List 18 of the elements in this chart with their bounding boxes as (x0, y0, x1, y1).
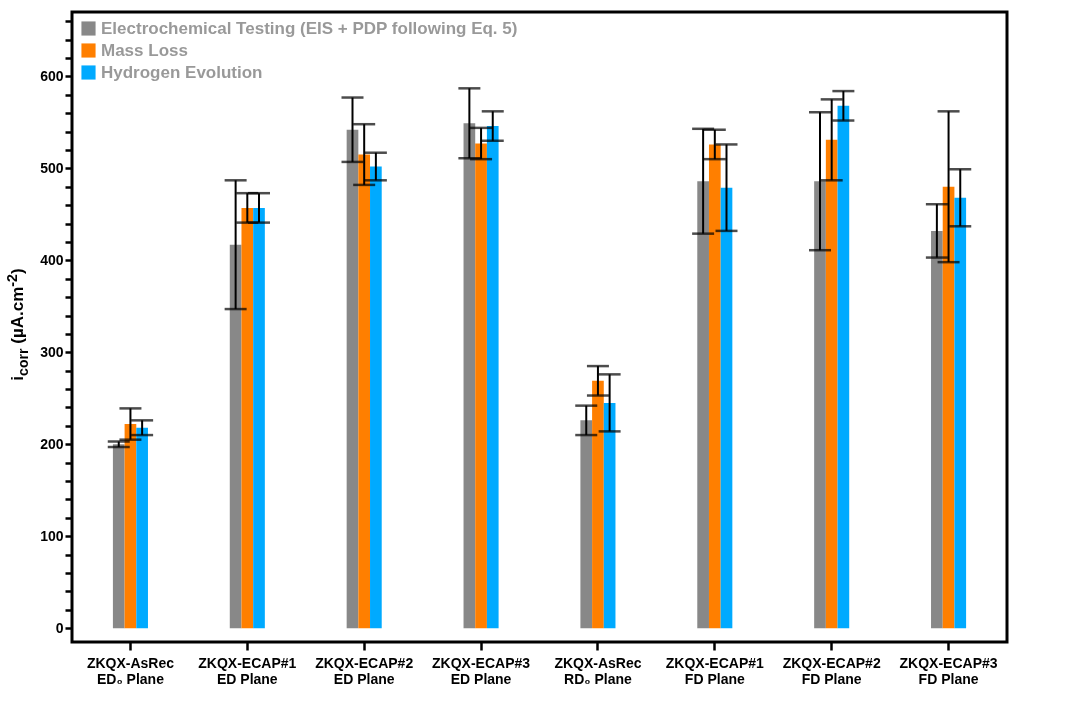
x-tick-label: ZKQX-ECAP#2 FD Plane (782, 654, 881, 687)
legend-label: Mass Loss (101, 40, 188, 60)
x-tick-label: ZKQX-ECAP#1 ED Plane (198, 654, 297, 687)
x-tick-label: ZKQX-ECAP#2 ED Plane (315, 654, 414, 687)
x-tick-label: ZKQX-ECAP#3 ED Plane (432, 654, 531, 687)
y-tick-label: 100 (40, 527, 64, 544)
legend-label: Electrochemical Testing (EIS + PDP following Eq. 5) (101, 18, 518, 38)
y-tick-label: 500 (40, 159, 64, 176)
x-tick-label: ZKQX-ECAP#1 FD Plane (665, 654, 765, 687)
legend-label: Hydrogen Evolution (101, 62, 263, 82)
x-tick-label: ZKQX-AsRec RD₀ Plane (554, 654, 642, 687)
y-tick-label: 300 (40, 343, 64, 360)
y-tick-label: 0 (55, 619, 64, 636)
x-tick-label: ZKQX-AsRec ED₀ Plane (86, 654, 175, 687)
y-tick-label: 400 (40, 251, 64, 268)
y-tick-label: 600 (40, 67, 64, 84)
x-tick-label: ZKQX-ECAP#3 FD Plane (899, 654, 998, 687)
y-tick-label: 200 (40, 435, 64, 452)
